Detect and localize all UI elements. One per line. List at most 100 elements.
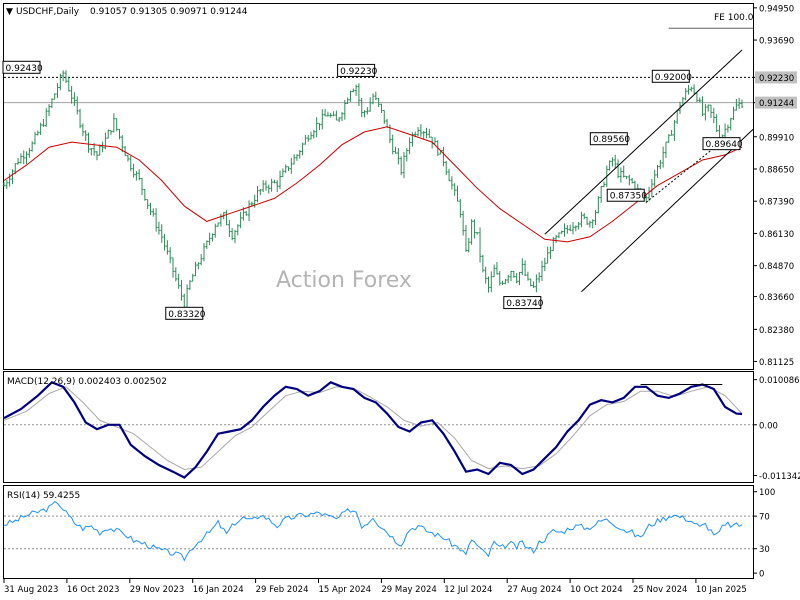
x-axis-tick: 31 Aug 2023 — [4, 585, 58, 595]
rsi-axis-tick: 100 — [759, 488, 775, 498]
watermark: Action Forex — [276, 268, 412, 293]
price-bar — [346, 97, 349, 104]
price-axis-tick: 0.94950 — [759, 4, 794, 14]
price-bar — [628, 174, 631, 186]
price-bar — [278, 170, 282, 190]
axis-layer: 0.94950 0.93690 0.92230 0.91244 0.89910 0.886… — [3, 4, 800, 595]
macd-layer — [3, 381, 753, 479]
price-bar — [318, 122, 321, 131]
dropdown-arrow-icon[interactable]: ▼ — [6, 7, 13, 17]
price-bar — [566, 225, 569, 234]
price-bar — [487, 276, 490, 293]
price-bar — [729, 117, 733, 131]
fe-label: FE 100.0 — [714, 13, 754, 23]
price-bar — [126, 155, 130, 162]
price-bar — [512, 270, 516, 278]
highlight-tick-box — [755, 96, 797, 109]
price-bar — [509, 270, 513, 282]
price-bar — [377, 98, 380, 108]
price-bar — [270, 178, 273, 192]
price-bar — [523, 260, 527, 277]
price-bar — [137, 169, 141, 181]
price-bar — [98, 144, 102, 156]
price-bar — [495, 262, 499, 275]
price-bar — [585, 216, 589, 226]
price-bar — [39, 122, 42, 135]
price-bar — [363, 110, 366, 118]
price-bar — [298, 149, 302, 159]
price-label: 0.83740 — [503, 296, 544, 310]
price-bar — [301, 142, 304, 156]
price-bar — [168, 247, 172, 264]
price-bar — [188, 280, 192, 290]
price-bar — [239, 211, 242, 229]
price-bar — [47, 104, 51, 117]
chart-ohlc: 0.91057 0.91305 0.90971 0.91244 — [90, 7, 248, 17]
price-bar — [481, 254, 485, 273]
price-bar — [670, 129, 673, 136]
price-bar — [704, 103, 707, 121]
price-bar — [459, 199, 462, 218]
price-bar — [197, 262, 200, 270]
price-bar — [450, 176, 454, 190]
price-bar — [478, 227, 482, 263]
price-bar — [205, 240, 209, 249]
price-bar — [518, 271, 521, 286]
price-bar — [540, 260, 544, 282]
price-label-text: 0.92000 — [655, 73, 692, 83]
price-bar — [22, 150, 26, 165]
price-bar — [36, 130, 40, 136]
price-bar — [112, 113, 116, 133]
price-bar — [664, 141, 668, 158]
price-bar — [8, 173, 11, 187]
price-bar — [588, 220, 592, 228]
price-bar — [399, 156, 403, 176]
price-bar — [732, 106, 735, 120]
price-bar — [467, 237, 471, 253]
price-bar — [442, 146, 445, 167]
price-axis-tick: 0.86130 — [759, 230, 794, 240]
price-bar — [484, 266, 487, 284]
price-bar — [292, 154, 296, 165]
price-bar — [259, 189, 262, 196]
x-axis-tick: 12 Jul 2024 — [444, 585, 492, 595]
price-bar — [73, 92, 76, 106]
price-bar — [315, 117, 318, 138]
price-axis-tick: 0.93690 — [759, 37, 794, 47]
price-bar — [549, 246, 552, 260]
price-bar — [526, 271, 530, 281]
price-bar — [87, 132, 90, 153]
price-bar — [461, 210, 465, 236]
price-bar — [554, 234, 558, 244]
price-bar — [84, 130, 87, 141]
chart-symbol: USDCHF,Daily — [16, 7, 80, 17]
price-label-text: 0.92230 — [340, 67, 377, 77]
price-bar — [151, 208, 155, 217]
price-bar — [428, 128, 431, 138]
price-bar — [194, 261, 197, 277]
price-bar — [290, 157, 293, 174]
price-bar — [81, 123, 85, 137]
price-bar — [380, 103, 383, 113]
price-bar — [70, 85, 73, 104]
price-bar — [735, 99, 738, 111]
price-bar — [501, 280, 504, 285]
price-bar — [64, 70, 68, 83]
rsi-axis-tick: 70 — [759, 513, 770, 523]
price-bar — [329, 113, 333, 118]
price-axis-tick: 0.92230 — [759, 74, 794, 84]
price-bar — [712, 107, 716, 124]
price-bar — [104, 132, 107, 150]
price-bar — [174, 267, 178, 282]
price-bar — [67, 76, 71, 92]
price-label: 0.87350 — [606, 188, 647, 202]
price-bar — [199, 254, 203, 266]
x-axis-tick: 29 Nov 2023 — [130, 585, 184, 595]
price-axis-tick: 0.84870 — [759, 262, 794, 272]
price-bar — [371, 93, 375, 105]
price-bar — [33, 131, 37, 145]
moving-average-line — [3, 126, 743, 243]
price-bar — [422, 130, 426, 139]
price-bar — [706, 104, 710, 112]
price-bar — [405, 148, 409, 162]
